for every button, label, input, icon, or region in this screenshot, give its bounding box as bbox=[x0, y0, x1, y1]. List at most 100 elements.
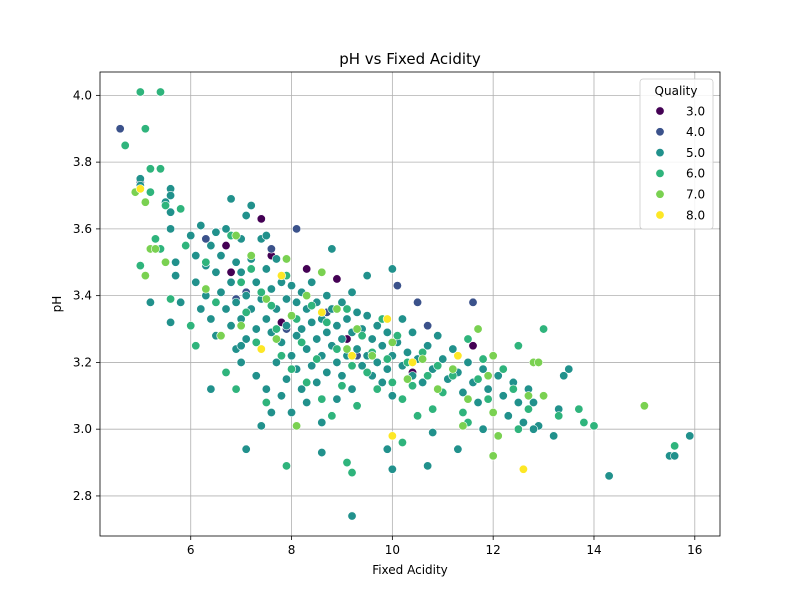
data-point bbox=[261, 294, 271, 304]
data-point bbox=[408, 357, 418, 367]
data-point bbox=[266, 301, 276, 311]
data-point bbox=[579, 417, 589, 427]
data-point bbox=[201, 234, 211, 244]
data-point bbox=[216, 287, 226, 297]
data-point bbox=[332, 304, 342, 314]
data-point bbox=[473, 397, 483, 407]
data-point bbox=[559, 371, 569, 381]
data-point bbox=[241, 211, 251, 221]
data-point bbox=[483, 384, 493, 394]
data-point bbox=[120, 140, 130, 150]
data-point bbox=[231, 257, 241, 267]
grid bbox=[100, 72, 720, 536]
data-point bbox=[463, 334, 473, 344]
data-point bbox=[377, 377, 387, 387]
data-point bbox=[387, 464, 397, 474]
data-point bbox=[256, 421, 266, 431]
data-point bbox=[402, 374, 412, 384]
data-point bbox=[155, 87, 165, 97]
data-point bbox=[362, 311, 372, 321]
x-tick-label: 14 bbox=[586, 543, 601, 557]
x-tick-label: 12 bbox=[486, 543, 501, 557]
data-point bbox=[670, 451, 680, 461]
data-point bbox=[382, 364, 392, 374]
data-point bbox=[211, 267, 221, 277]
data-point bbox=[342, 304, 352, 314]
data-point bbox=[498, 364, 508, 374]
data-point bbox=[413, 411, 423, 421]
data-point bbox=[281, 294, 291, 304]
data-point bbox=[478, 354, 488, 364]
legend-marker bbox=[655, 189, 665, 199]
data-point bbox=[236, 321, 246, 331]
legend-label: 5.0 bbox=[686, 146, 705, 160]
legend: Quality 3.0 4.0 5.0 6.0 7.0 8.0 bbox=[639, 78, 714, 230]
data-point bbox=[347, 468, 357, 478]
data-point bbox=[271, 324, 281, 334]
legend-marker bbox=[655, 210, 665, 220]
data-point bbox=[271, 357, 281, 367]
data-point bbox=[251, 277, 261, 287]
data-point bbox=[342, 458, 352, 468]
y-tick-label: 3.6 bbox=[73, 222, 92, 236]
data-point bbox=[433, 361, 443, 371]
data-point bbox=[382, 327, 392, 337]
legend-marker bbox=[655, 106, 665, 116]
data-point bbox=[413, 297, 423, 307]
data-point bbox=[145, 297, 155, 307]
data-point bbox=[281, 374, 291, 384]
data-point bbox=[685, 431, 695, 441]
data-point bbox=[256, 344, 266, 354]
data-point bbox=[115, 124, 125, 134]
data-point bbox=[448, 344, 458, 354]
data-point bbox=[276, 271, 286, 281]
data-point bbox=[352, 324, 362, 334]
data-point bbox=[150, 244, 160, 254]
y-tick-label: 4.0 bbox=[73, 88, 92, 102]
data-point bbox=[397, 314, 407, 324]
x-axis: 6 8 10 12 14 16 bbox=[187, 536, 702, 557]
data-point bbox=[463, 394, 473, 404]
data-point bbox=[166, 191, 176, 201]
data-point bbox=[140, 197, 150, 207]
data-point bbox=[549, 431, 559, 441]
legend-marker bbox=[655, 127, 665, 137]
data-point bbox=[423, 461, 433, 471]
data-point bbox=[176, 204, 186, 214]
data-point bbox=[226, 194, 236, 204]
data-point bbox=[176, 297, 186, 307]
data-point bbox=[528, 424, 538, 434]
data-point bbox=[317, 267, 327, 277]
y-tick-label: 2.8 bbox=[73, 489, 92, 503]
data-point bbox=[135, 87, 145, 97]
data-point bbox=[251, 337, 261, 347]
data-point bbox=[337, 381, 347, 391]
data-point bbox=[211, 297, 221, 307]
data-point bbox=[256, 287, 266, 297]
data-point bbox=[307, 317, 317, 327]
data-point bbox=[292, 331, 302, 341]
y-tick-label: 3.8 bbox=[73, 155, 92, 169]
data-point bbox=[287, 311, 297, 321]
data-point bbox=[140, 124, 150, 134]
data-point bbox=[287, 351, 297, 361]
data-point bbox=[322, 291, 332, 301]
data-point bbox=[523, 404, 533, 414]
data-point bbox=[458, 421, 468, 431]
data-point bbox=[503, 411, 513, 421]
data-point bbox=[387, 264, 397, 274]
data-point bbox=[251, 324, 261, 334]
data-point bbox=[145, 164, 155, 174]
data-point bbox=[302, 397, 312, 407]
x-tick-label: 16 bbox=[687, 543, 702, 557]
legend-marker bbox=[655, 148, 665, 158]
data-point bbox=[276, 391, 286, 401]
data-point bbox=[423, 321, 433, 331]
data-point bbox=[423, 341, 433, 351]
data-point bbox=[166, 207, 176, 217]
data-point bbox=[231, 384, 241, 394]
data-point bbox=[161, 201, 171, 211]
data-point bbox=[382, 354, 392, 364]
data-point bbox=[191, 341, 201, 351]
data-point bbox=[281, 254, 291, 264]
